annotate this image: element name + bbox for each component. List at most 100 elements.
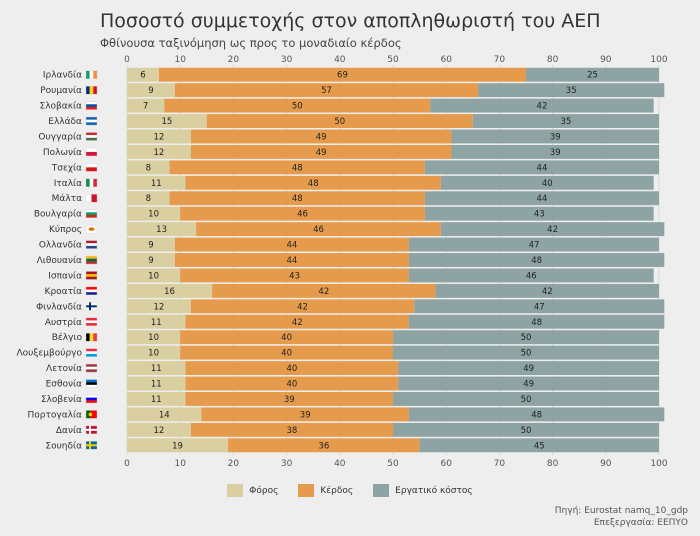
bar-segment [164,98,431,113]
bar-segment [398,376,659,391]
flag-finland-icon [85,302,98,311]
category-label: Δανία [56,426,82,436]
flag-italy-icon [85,178,98,188]
bar-segment [180,268,409,283]
data-label: 50 [521,349,532,359]
category-label: Εσθονία [46,380,82,390]
category-label: Τσεχία [51,163,82,173]
bar-segment [419,438,659,453]
data-label: 48 [531,256,542,266]
data-label: 46 [297,210,308,220]
bar-segment [127,268,181,283]
data-label: 8 [146,194,151,204]
bar-segment [127,422,191,437]
data-label: 42 [297,302,308,312]
x-tick-label-top: 30 [281,55,293,65]
data-label: 12 [154,426,165,436]
bar-segment [414,299,665,314]
bar-segment [127,83,175,98]
category-label: Σουηδία [45,441,82,451]
chart-legend: Φόρος Κέρδος Εργατικό κόστος [0,484,700,497]
data-label: 11 [151,179,162,189]
bar-segment [424,206,654,221]
bar-segment [127,314,186,329]
processing-line: Επεξεργασία: ΕΕΠΥΟ [593,518,688,528]
x-tick-label-bottom: 40 [334,459,346,469]
category-label: Σλοβενία [41,395,82,405]
bar-segment [127,206,181,221]
x-tick-label-bottom: 80 [547,459,559,469]
stacked-bar-chart: 0 0 10 10 20 20 30 30 40 40 50 50 60 60 70 70 80 80 90 90 10… [17,55,668,469]
data-label: 25 [587,71,598,81]
category-label: Ιταλία [54,179,82,189]
data-label: 69 [337,71,348,81]
bar-segment [201,407,409,422]
x-tick-label-bottom: 30 [281,459,293,469]
data-label: 39 [300,410,311,420]
data-label: 42 [537,102,548,112]
x-tick-label-top: 80 [547,55,559,65]
x-tick-label-top: 40 [334,55,346,65]
bar-segment [127,160,170,175]
bar-segment [430,98,654,113]
data-label: 9 [148,86,153,96]
category-label: Κύπρος [49,224,82,235]
data-label: 36 [318,441,329,451]
category-label: Ελλάδα [48,117,82,127]
bar-segment [127,361,186,376]
bar-segment [408,314,665,329]
bar-segment [174,253,409,267]
bar-segment [174,237,409,252]
x-tick-label-bottom: 60 [440,459,452,469]
bar-segment [127,98,165,113]
data-label: 15 [161,117,172,127]
category-label: Βέλγιο [52,332,83,343]
data-label: 49 [316,132,327,142]
category-label: Βουλγαρία [34,210,82,220]
chart-title: Ποσοστό συμμετοχής στον αποπληθωριστή το… [100,10,601,32]
x-tick-label-top: 10 [174,55,186,65]
flag-austria-icon [85,317,98,326]
bar-segment [472,114,659,128]
data-label: 46 [526,271,537,281]
data-label: 8 [146,163,151,173]
flag-romania-icon [85,85,98,95]
data-label: 42 [547,225,558,235]
data-label: 39 [284,395,295,405]
bar-segment [127,67,159,82]
data-label: 48 [292,194,303,204]
bar-segment [158,67,527,82]
bar-segment [451,144,659,159]
bar-segment [127,237,175,252]
x-tick-label-top: 70 [494,55,506,65]
bar-segment [169,160,425,175]
flag-greece-icon [85,116,98,126]
legend-swatch-profit [298,484,315,497]
bar-segment [127,175,186,190]
x-tick-label-bottom: 0 [124,459,130,469]
bar-segment [127,114,207,128]
bar-segment [212,283,436,298]
data-label: 57 [321,86,332,96]
flag-malta-icon [85,194,98,203]
x-tick-label-bottom: 90 [600,459,612,469]
flag-latvia-icon [85,363,98,373]
flag-poland-icon [85,147,98,157]
bar-segment [185,175,441,190]
bar-segment [127,253,175,267]
data-label: 46 [313,225,324,235]
x-tick-label-bottom: 20 [228,459,240,469]
bar-segment [526,67,659,82]
data-label: 35 [566,86,577,96]
flag-slovenia-icon [85,394,98,404]
bar-segment [478,83,665,98]
data-label: 6 [140,71,145,81]
flag-slovakia-icon [85,101,98,110]
data-label: 12 [154,132,165,142]
flag-lithuania-icon [85,255,98,265]
data-label: 44 [287,241,298,251]
data-label: 40 [287,364,298,374]
data-label: 16 [164,287,175,297]
legend-label-tax: Φόρος [249,485,279,496]
bar-segment [393,392,659,406]
